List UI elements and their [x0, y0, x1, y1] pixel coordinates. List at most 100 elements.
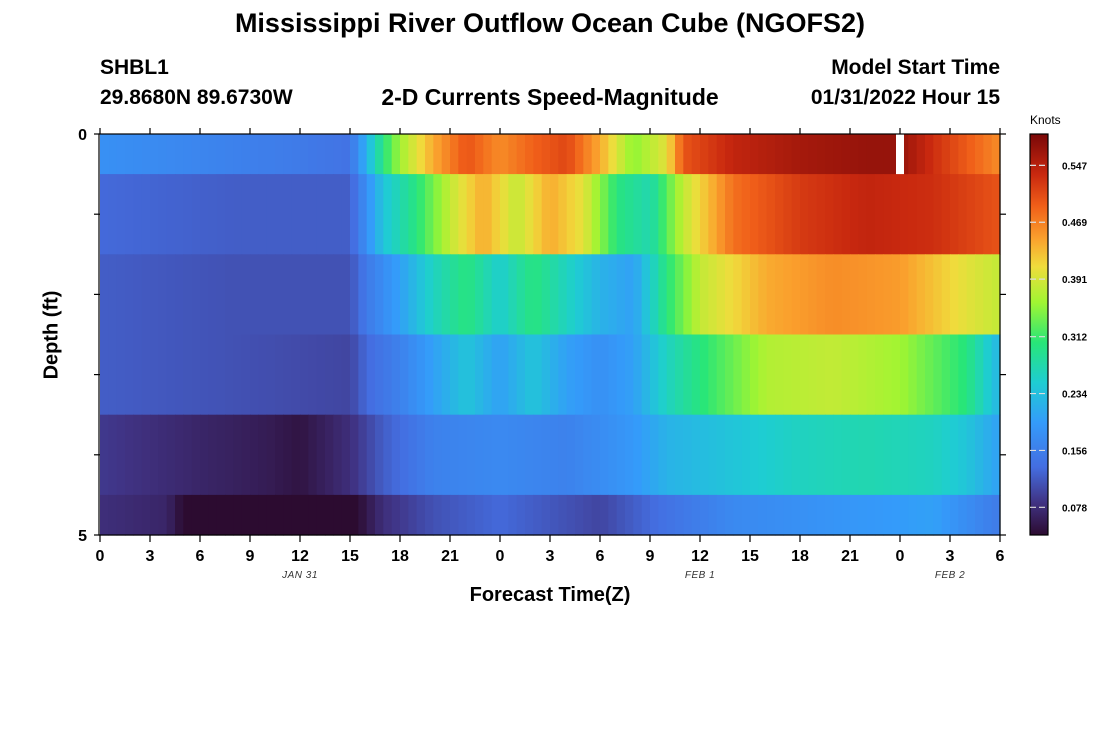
heatmap-cell — [991, 414, 1001, 496]
heatmap-cell — [383, 494, 393, 536]
heatmap-cell — [291, 174, 301, 255]
heatmap-cell — [633, 414, 643, 496]
heatmap-cell — [341, 334, 351, 416]
heatmap-cell — [116, 174, 126, 255]
heatmap-cell — [375, 174, 384, 255]
heatmap-cell — [266, 254, 276, 336]
heatmap-cell — [316, 174, 326, 255]
heatmap-cell — [666, 494, 676, 536]
heatmap-cell — [566, 174, 576, 255]
heatmap-cell — [525, 494, 534, 536]
heatmap-cell — [483, 254, 493, 336]
heatmap-cell — [808, 134, 818, 175]
heatmap-cell — [533, 414, 543, 496]
heatmap-cell — [175, 414, 184, 496]
heatmap-cell — [291, 134, 301, 175]
heatmap-cell — [708, 334, 718, 416]
heatmap-cell — [783, 334, 793, 416]
x-tick-label: 3 — [546, 548, 555, 565]
heatmap-cell — [991, 494, 1001, 536]
heatmap-cell — [908, 134, 918, 175]
missing-data-marks — [896, 134, 904, 175]
heatmap-cell — [925, 134, 934, 175]
heatmap-cell — [416, 414, 426, 496]
heatmap-cell — [466, 254, 476, 336]
heatmap-cell — [125, 334, 134, 416]
heatmap-cell — [950, 334, 959, 416]
heatmap-cell — [233, 134, 243, 175]
heatmap-cell — [700, 334, 709, 416]
heatmap-cell — [941, 494, 951, 536]
heatmap-cell — [550, 334, 559, 416]
heatmap-cell — [983, 254, 993, 336]
heatmap-cell — [408, 174, 418, 255]
heatmap-cell — [200, 254, 209, 336]
heatmap-cell — [125, 134, 134, 175]
heatmap-cell — [400, 134, 409, 175]
x-tick-label: 18 — [791, 548, 809, 565]
heatmap-cell — [933, 414, 943, 496]
heatmap-cell — [183, 134, 193, 175]
heatmap-cell — [983, 134, 993, 175]
heatmap-cell — [358, 334, 368, 416]
heatmap-cell — [766, 174, 776, 255]
heatmap-cell — [566, 254, 576, 336]
heatmap-cell — [383, 414, 393, 496]
heatmap-cell — [225, 414, 234, 496]
date-labels: JAN 31 FEB 1 FEB 2 — [281, 570, 965, 581]
x-tick-label: 6 — [996, 548, 1005, 565]
x-tick-label: 12 — [291, 548, 309, 565]
station-coordinates: 29.8680N 89.6730W — [100, 86, 293, 109]
heatmap-cell — [691, 174, 701, 255]
heatmap-cell — [225, 334, 234, 416]
heatmap-cell — [183, 334, 193, 416]
heatmap-cell — [741, 174, 751, 255]
colorbar-tick-label: 0.547 — [1062, 161, 1087, 172]
heatmap-cell — [466, 414, 476, 496]
heatmap-cell — [725, 254, 734, 336]
heatmap-cell — [291, 414, 301, 496]
heatmap-cell — [400, 254, 409, 336]
heatmap-cell — [825, 174, 834, 255]
heatmap-cell — [433, 494, 443, 536]
heatmap-cell — [991, 334, 1001, 416]
heatmap-cell — [308, 414, 318, 496]
heatmap-cell — [441, 334, 451, 416]
heatmap-cell — [300, 174, 309, 255]
heatmap-cell — [208, 494, 218, 536]
heatmap-cell — [616, 334, 626, 416]
heatmap-cell — [533, 494, 543, 536]
heatmap-cell — [233, 414, 243, 496]
heatmap-cell — [525, 334, 534, 416]
heatmap-cell — [100, 414, 109, 496]
heatmap-cell — [200, 494, 209, 536]
heatmap-cell — [116, 254, 126, 336]
heatmap-cell — [616, 494, 626, 536]
heatmap-cell — [400, 494, 409, 536]
heatmap-cell — [716, 174, 726, 255]
heatmap-cell — [116, 334, 126, 416]
heatmap-cell — [116, 134, 126, 175]
heatmap-cell — [141, 414, 151, 496]
heatmap-cell — [475, 134, 484, 175]
heatmap-cell — [108, 334, 118, 416]
heatmap-cell — [416, 134, 426, 175]
heatmap-cell — [600, 254, 609, 336]
x-tick-label: 15 — [341, 548, 359, 565]
heatmap-cell — [900, 134, 909, 175]
heatmap-cell — [783, 174, 793, 255]
heatmap-cell — [850, 494, 859, 536]
heatmap-cell — [741, 134, 751, 175]
heatmap-cell — [583, 494, 593, 536]
heatmap-cell — [541, 134, 551, 175]
heatmap-cell — [400, 174, 409, 255]
heatmap-cell — [375, 334, 384, 416]
heatmap-cell — [108, 134, 118, 175]
heatmap-cell — [191, 414, 201, 496]
x-axis-label: Forecast Time(Z) — [469, 584, 631, 606]
heatmap-cell — [316, 494, 326, 536]
heatmap-cell — [383, 174, 393, 255]
heatmap-cell — [558, 414, 568, 496]
heatmap-cell — [150, 414, 159, 496]
